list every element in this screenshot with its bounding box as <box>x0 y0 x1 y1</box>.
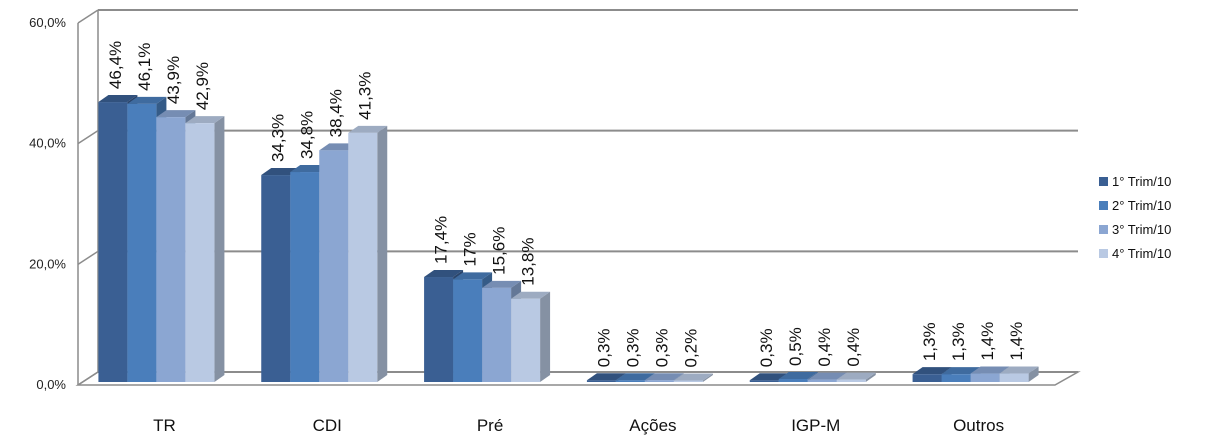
data-label: 0,4% <box>844 328 863 367</box>
bar <box>185 116 225 383</box>
data-label: 17% <box>461 232 480 266</box>
legend-label: 4° Trim/10 <box>1112 246 1171 261</box>
chart-bars <box>98 95 1039 383</box>
data-label: 34,8% <box>298 111 317 159</box>
data-label: 46,4% <box>106 41 125 89</box>
x-tick-label: IGP-M <box>791 416 840 435</box>
data-label: 0,3% <box>594 328 613 367</box>
data-label: 17,4% <box>432 216 451 264</box>
bar <box>511 291 551 382</box>
chart-floor <box>75 371 1081 386</box>
legend-item: 2° Trim/10 <box>1099 198 1171 213</box>
x-axis: TR CDI Pré Ações IGP-M Outros <box>153 416 1004 435</box>
data-label: 42,9% <box>193 62 212 110</box>
data-label: 0,3% <box>623 328 642 367</box>
side-wall-gridline <box>77 130 99 145</box>
data-label: 0,4% <box>815 328 834 367</box>
x-tick-label: Pré <box>477 416 503 435</box>
data-label: 38,4% <box>327 89 346 137</box>
y-tick-label: 20,0% <box>29 256 66 271</box>
data-label: 1,3% <box>949 322 968 361</box>
data-label: 0,2% <box>681 329 700 368</box>
x-tick-label: TR <box>153 416 176 435</box>
data-label: 1,4% <box>1007 322 1026 361</box>
data-label: 15,6% <box>490 227 509 275</box>
bar <box>348 125 388 382</box>
y-tick-label: 0,0% <box>36 377 66 392</box>
data-label: 46,1% <box>135 43 154 91</box>
data-label: 34,3% <box>269 114 288 162</box>
bar <box>673 373 713 382</box>
legend-item: 4° Trim/10 <box>1099 246 1171 261</box>
side-wall-gridline <box>77 250 99 265</box>
data-label: 41,3% <box>356 72 375 120</box>
y-tick-label: 40,0% <box>29 136 66 151</box>
data-label: 13,8% <box>519 238 538 286</box>
legend-swatch <box>1099 201 1108 210</box>
y-tick-label: 60,0% <box>29 15 66 30</box>
legend-label: 3° Trim/10 <box>1112 222 1171 237</box>
legend-label: 2° Trim/10 <box>1112 198 1171 213</box>
x-tick-label: CDI <box>313 416 342 435</box>
data-label: 0,3% <box>652 328 671 367</box>
data-label: 1,4% <box>978 322 997 361</box>
data-label: 43,9% <box>164 56 183 104</box>
bar <box>999 366 1039 382</box>
side-wall-gridline <box>77 9 99 24</box>
data-label: 1,3% <box>920 322 939 361</box>
legend-item: 3° Trim/10 <box>1099 222 1171 237</box>
data-labels: 46,4% 46,1% 43,9% 42,9% 34,3% 34,8% 38,4% 41,3%… <box>106 41 1026 368</box>
x-tick-label: Ações <box>629 416 676 435</box>
chart-legend: 1° Trim/10 2° Trim/10 3° Trim/10 4° Trim/10 <box>1099 174 1171 261</box>
legend-swatch <box>1099 225 1108 234</box>
legend-swatch <box>1099 177 1108 186</box>
legend-item: 1° Trim/10 <box>1099 174 1171 189</box>
y-axis: 0,0% 20,0% 40,0% 60,0% <box>29 10 99 392</box>
data-label: 0,5% <box>786 327 805 366</box>
x-tick-label: Outros <box>953 416 1004 435</box>
legend-swatch <box>1099 249 1108 258</box>
bar <box>836 372 876 382</box>
data-label: 0,3% <box>757 328 776 367</box>
legend-label: 1° Trim/10 <box>1112 174 1171 189</box>
